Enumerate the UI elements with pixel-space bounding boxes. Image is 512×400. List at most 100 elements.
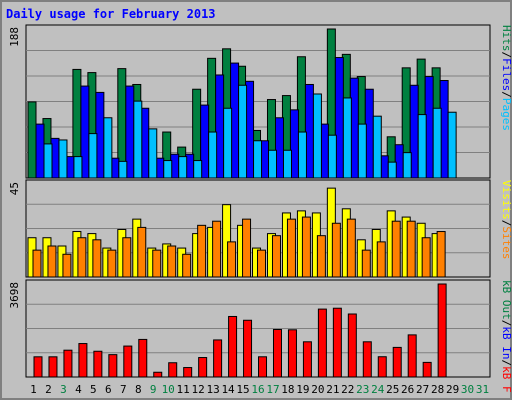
legend-kb-outlabel: kB Out bbox=[500, 280, 512, 320]
series-legend: Visits/Sites bbox=[500, 180, 512, 260]
x-tick-label: 24 bbox=[371, 383, 385, 396]
bar-kb-f bbox=[258, 356, 268, 378]
x-tick-label: 15 bbox=[236, 383, 249, 396]
bar-sites bbox=[257, 249, 267, 278]
axis-max-label: 45 bbox=[8, 182, 21, 195]
bar-pages bbox=[432, 107, 442, 179]
bar-kb-f bbox=[272, 328, 282, 378]
bar-kb-f bbox=[302, 341, 312, 378]
bar-sites bbox=[197, 224, 207, 278]
bar-pages bbox=[253, 140, 263, 179]
x-tick-label: 27 bbox=[416, 383, 429, 396]
bar-visits bbox=[222, 204, 232, 278]
bar-kb-f bbox=[392, 346, 402, 378]
bar-sites bbox=[32, 249, 42, 278]
x-tick-label: 1 bbox=[30, 383, 37, 396]
bar-sites bbox=[92, 239, 102, 278]
legend--label: / bbox=[500, 91, 512, 98]
bar-kb-f bbox=[198, 357, 208, 378]
x-tick-label: 13 bbox=[206, 383, 219, 396]
bar-kb-f bbox=[422, 361, 432, 378]
x-tick-label: 17 bbox=[266, 383, 279, 396]
bar-kb-f bbox=[362, 341, 372, 378]
x-tick-label: 18 bbox=[281, 383, 294, 396]
bar-pages bbox=[402, 152, 412, 179]
panel-visits-sites: 45 Visits/Sites bbox=[8, 179, 512, 278]
bar-pages bbox=[357, 123, 367, 179]
bar-sites bbox=[137, 226, 147, 278]
bar-sites bbox=[391, 220, 401, 278]
legend-pageslabel: Pages bbox=[500, 98, 512, 131]
series-legend: Hits/Files/Pages bbox=[500, 25, 512, 131]
x-tick-label: 28 bbox=[431, 383, 444, 396]
bar-sites bbox=[286, 218, 296, 278]
bar-kb-f bbox=[108, 354, 118, 378]
bar-pages bbox=[208, 131, 218, 179]
x-axis-labels: 1 2 3 4 5 6 7 8 9 10 11 12 13 14 15 16 17 18 19 20 21 22 23 24 2… bbox=[30, 383, 489, 396]
x-tick-label: 3 bbox=[60, 383, 67, 396]
bar-kb-f bbox=[287, 329, 297, 378]
bar-pages bbox=[342, 97, 352, 179]
panel-pages-files-hits: 188 Hits/Files/Pages bbox=[8, 24, 512, 179]
bar-kb-f bbox=[243, 319, 253, 378]
x-tick-label: 29 bbox=[446, 383, 459, 396]
bar-kb-f bbox=[377, 356, 387, 378]
bar-pages bbox=[238, 84, 248, 179]
bar-pages bbox=[387, 161, 397, 179]
bar-kb-f bbox=[332, 307, 342, 378]
bar-kb-f bbox=[213, 339, 223, 378]
x-tick-label: 11 bbox=[177, 383, 190, 396]
legend-visitslabel: Visits bbox=[500, 180, 512, 220]
bar-kb-f bbox=[78, 343, 88, 378]
bar-pages bbox=[58, 139, 68, 179]
bar-kb-f bbox=[63, 349, 73, 378]
bar-files bbox=[35, 123, 45, 179]
bar-pages bbox=[282, 149, 292, 179]
bar-sites bbox=[301, 216, 311, 278]
bar-pages bbox=[163, 160, 173, 179]
bar-kb-f bbox=[123, 345, 133, 378]
bar-pages bbox=[118, 160, 128, 179]
legend-fileslabel: Files bbox=[500, 58, 512, 91]
bar-kb-f bbox=[48, 356, 58, 378]
bar-sites bbox=[242, 218, 252, 278]
bar-sites bbox=[361, 249, 371, 278]
bar-sites bbox=[182, 253, 192, 278]
bar-sites bbox=[107, 249, 117, 278]
axis-max-label: 3698 bbox=[8, 282, 21, 309]
bar-pages bbox=[88, 133, 98, 179]
legend-kb-inlabel: kB In bbox=[500, 326, 512, 359]
bar-sites bbox=[271, 235, 281, 278]
legend-kb-flabel: kB F bbox=[500, 366, 512, 393]
x-tick-label: 31 bbox=[476, 383, 489, 396]
bar-sites bbox=[122, 237, 132, 278]
series-legend: kB Out/kB In/kB F bbox=[500, 280, 512, 393]
bar-kb-f bbox=[317, 308, 327, 378]
bar-pages bbox=[193, 160, 203, 179]
bar-sites bbox=[406, 220, 416, 278]
x-tick-label: 23 bbox=[356, 383, 369, 396]
bar-sites bbox=[346, 218, 356, 278]
bar-sites bbox=[77, 237, 87, 278]
legend-hitslabel: Hits bbox=[500, 25, 512, 52]
x-tick-label: 14 bbox=[221, 383, 235, 396]
chart-title: Daily usage for February 2013 bbox=[6, 7, 216, 21]
bar-pages bbox=[148, 128, 158, 179]
bar-sites bbox=[376, 241, 386, 278]
bar-pages bbox=[312, 93, 322, 179]
bar-kb-f bbox=[168, 362, 178, 378]
bar-pages bbox=[43, 143, 53, 179]
bar-kb-f bbox=[437, 283, 447, 378]
panel-kbf-kbin-kbout: 3698 kB Out/kB In/kB F bbox=[8, 279, 512, 393]
bar-pages bbox=[73, 156, 83, 179]
x-tick-label: 16 bbox=[251, 383, 264, 396]
bar-kb-f bbox=[183, 367, 193, 378]
x-tick-label: 22 bbox=[341, 383, 354, 396]
x-tick-label: 21 bbox=[326, 383, 339, 396]
bar-files bbox=[274, 117, 284, 179]
bar-kb-f bbox=[93, 350, 103, 378]
bar-hits bbox=[27, 101, 37, 179]
bar-sites bbox=[167, 245, 177, 278]
bar-sites bbox=[331, 222, 341, 278]
